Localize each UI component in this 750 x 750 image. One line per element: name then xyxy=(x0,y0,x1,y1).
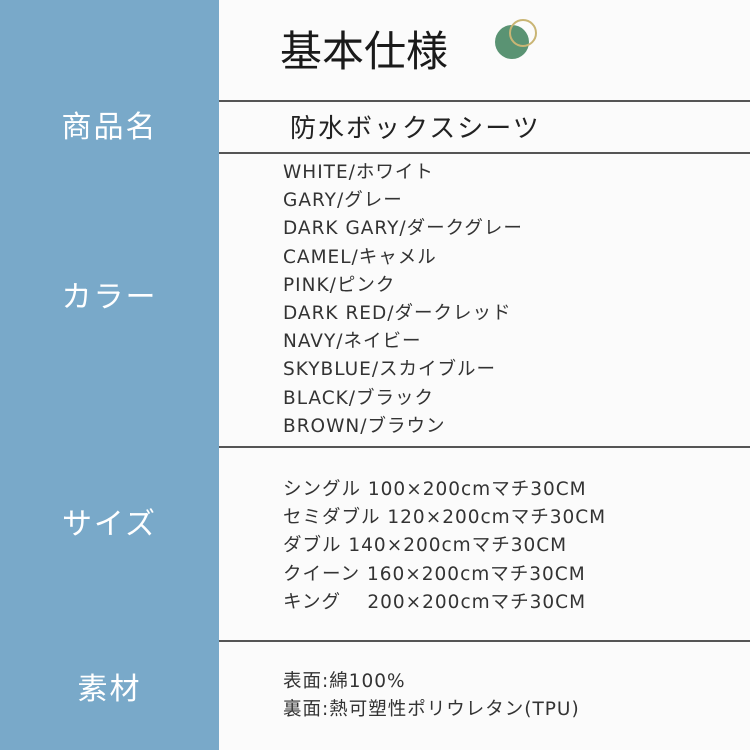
list-item: ダブル 140×200cmマチ30CM xyxy=(283,535,568,557)
divider xyxy=(219,152,750,154)
list-item: GARY/グレー xyxy=(283,190,403,212)
list-item: PINK/ピンク xyxy=(283,274,396,296)
list-item: クイーン 160×200cmマチ30CM xyxy=(283,563,586,585)
material-list: 表面:綿100% 裏面:熱可塑性ポリウレタン(TPU) xyxy=(283,668,733,724)
list-item: NAVY/ネイビー xyxy=(283,331,422,353)
label-material: 素材 xyxy=(77,672,142,707)
label-size: サイズ xyxy=(61,507,158,542)
list-item: CAMEL/キャメル xyxy=(283,246,437,268)
logo-circles-icon xyxy=(495,19,537,59)
list-item: SKYBLUE/スカイブルー xyxy=(283,359,497,381)
list-item: 表面:綿100% xyxy=(283,671,406,692)
list-item: BROWN/ブラウン xyxy=(283,415,446,437)
divider xyxy=(219,446,750,448)
divider xyxy=(219,640,750,642)
label-product-name: 商品名 xyxy=(61,110,158,145)
list-item: キング 200×200cmマチ30CM xyxy=(283,591,587,613)
list-item: 裏面:熱可塑性ポリウレタン(TPU) xyxy=(283,699,580,721)
logo-gold-ring xyxy=(509,19,537,47)
list-item: セミダブル 120×200cmマチ30CM xyxy=(283,507,607,529)
label-color: カラー xyxy=(61,280,158,315)
size-list: シングル 100×200cmマチ30CM セミダブル 120×200cmマチ30… xyxy=(283,476,733,617)
label-column xyxy=(0,0,219,750)
list-item: DARK GARY/ダークグレー xyxy=(283,218,523,240)
product-name-value: 防水ボックスシーツ xyxy=(290,114,541,144)
logo-green-circle xyxy=(495,25,529,59)
list-item: シングル 100×200cmマチ30CM xyxy=(283,479,587,500)
page-title: 基本仕様 xyxy=(280,27,449,76)
list-item: WHITE/ホワイト xyxy=(283,162,434,183)
list-item: DARK RED/ダークレッド xyxy=(283,302,512,324)
divider xyxy=(219,100,750,102)
color-list: WHITE/ホワイト GARY/グレー DARK GARY/ダークグレー CAM… xyxy=(283,159,733,441)
list-item: BLACK/ブラック xyxy=(283,387,435,409)
